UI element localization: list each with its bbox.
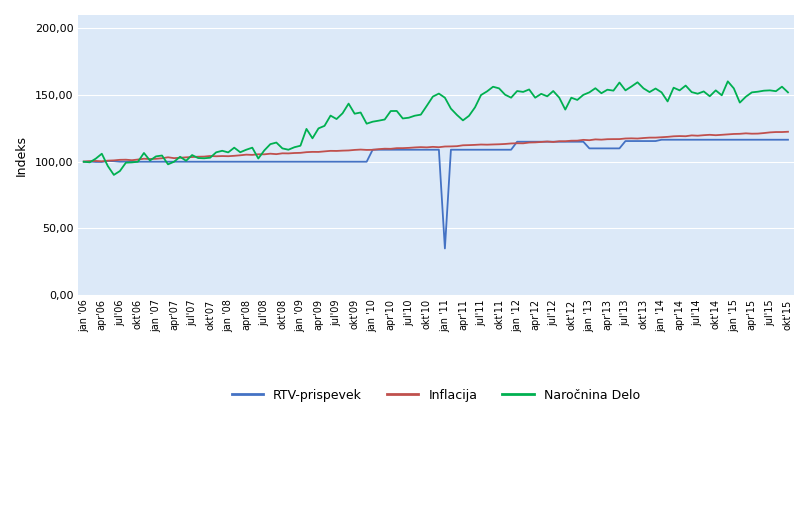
- Legend: RTV-prispevek, Inflacija, Naročnina Delo: RTV-prispevek, Inflacija, Naročnina Delo: [227, 384, 645, 406]
- Y-axis label: Indeks: Indeks: [15, 134, 28, 175]
